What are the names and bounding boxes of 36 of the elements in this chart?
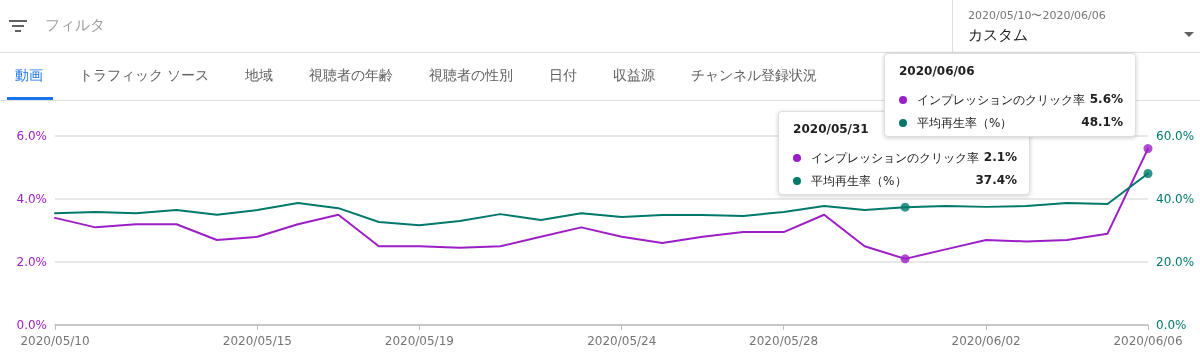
y-tick-label: 2.0% [16, 255, 47, 269]
annotation: 37.4% [975, 173, 1018, 188]
text: 平均再生率（%） [917, 115, 1013, 130]
y2-tick-label: 40.0% [1156, 192, 1195, 206]
y2-tick-label: 0.0% [1156, 318, 1187, 332]
y-tick-label: 0.0% [16, 318, 47, 332]
y-tick-label: 6.0% [16, 129, 47, 143]
x-tick-label: 2020/06/06 [1113, 334, 1183, 348]
legend-label: インプレッションのクリック率 [811, 150, 980, 168]
x-tick-label: 2020/05/15 [222, 334, 292, 348]
y2-tick-label: 20.0% [1156, 255, 1195, 269]
text: チャンネル登録状況 [691, 67, 818, 85]
annotation: 2.1% [983, 150, 1018, 165]
x-tick-label: 2020/05/19 [384, 334, 454, 348]
text: カスタム [968, 26, 1028, 45]
text: 5.6% [1089, 91, 1123, 106]
x-tick-label: 2020/05/10 [20, 334, 90, 348]
text: フィルタ [45, 16, 105, 35]
text: 2020/05/10〜2020/06/06 [968, 8, 1106, 23]
text: 動画 [15, 67, 43, 85]
text: 地域 [245, 67, 274, 85]
legend-label: 平均再生率（%） [811, 173, 907, 191]
text: 収益源 [613, 67, 656, 85]
text: インプレッションのクリック率 [917, 92, 1085, 107]
y-tick-label: 4.0% [16, 192, 47, 206]
text: 視聴者の性別 [429, 67, 514, 85]
x-tick-label: 2020/05/24 [587, 334, 657, 348]
x-tick-label: 2020/05/28 [749, 334, 819, 348]
text: トラフィック ソース [79, 67, 210, 85]
text: 2020/06/06 [899, 63, 975, 78]
text: 視聴者の年齢 [309, 67, 394, 85]
y2-tick-label: 60.0% [1156, 129, 1195, 143]
text: 48.1% [1081, 114, 1123, 129]
x-tick-label: 2020/06/02 [951, 334, 1021, 348]
annotation: 2020/05/31 [793, 122, 869, 137]
text: 日付 [549, 67, 578, 85]
